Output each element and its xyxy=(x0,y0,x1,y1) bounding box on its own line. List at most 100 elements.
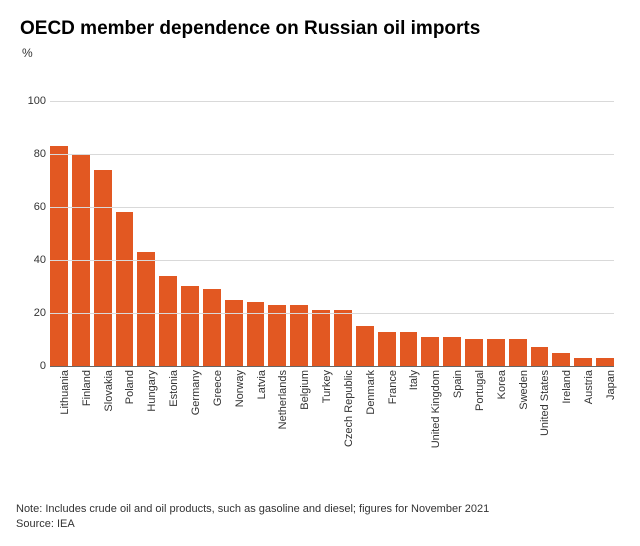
x-axis-labels: Lithuania Finland Slovakia Poland HungaryEst… xyxy=(50,368,614,444)
x-tick-label: Austria xyxy=(583,370,595,404)
x-tick-label: Belgium xyxy=(299,370,311,410)
bar-slot xyxy=(137,74,155,366)
x-label-slot: Hungary xyxy=(137,368,155,444)
x-label-slot: Spain xyxy=(443,368,461,444)
x-tick-label: Korea xyxy=(496,370,508,399)
x-tick-label: Greece xyxy=(212,370,224,406)
x-tick-label: Italy xyxy=(408,370,420,390)
x-label-slot: Lithuania xyxy=(50,368,68,444)
bar xyxy=(378,332,396,367)
bar xyxy=(312,310,330,366)
footer-note: Note: Includes crude oil and oil product… xyxy=(16,502,489,517)
x-tick-label: Lithuania xyxy=(59,370,71,415)
bar-slot xyxy=(181,74,199,366)
x-tick-label: Norway xyxy=(234,370,246,407)
x-label-slot: Sweden xyxy=(509,368,527,444)
x-label-slot: United States xyxy=(531,368,549,444)
chart-area: 020406080100 Lithuania Finland Slovakia Pol… xyxy=(20,64,620,444)
x-tick-label: Spain xyxy=(452,370,464,398)
x-tick-label: Czech Republic xyxy=(343,370,355,447)
x-tick-label: Poland xyxy=(124,370,136,404)
x-label-slot: Belgium xyxy=(290,368,308,444)
y-tick-label: 80 xyxy=(20,148,46,160)
x-label-slot: Portugal xyxy=(465,368,483,444)
bar-slot xyxy=(247,74,265,366)
gridline xyxy=(50,154,614,155)
x-label-slot: Latvia xyxy=(247,368,265,444)
bar xyxy=(509,339,527,366)
bar xyxy=(421,337,439,366)
bar-slot xyxy=(290,74,308,366)
x-label-slot: Ireland xyxy=(552,368,570,444)
bars-container xyxy=(50,74,614,366)
x-tick-label: Finland xyxy=(81,370,93,406)
x-label-slot: Germany xyxy=(181,368,199,444)
y-axis-unit: % xyxy=(22,46,620,60)
x-tick-label: Germany xyxy=(190,370,202,415)
footer-source: Source: IEA xyxy=(16,517,489,532)
bar xyxy=(596,358,614,366)
bar xyxy=(50,146,68,366)
plot-area: 020406080100 xyxy=(50,74,614,366)
bar-slot xyxy=(203,74,221,366)
x-label-slot: Poland xyxy=(116,368,134,444)
bar xyxy=(443,337,461,366)
gridline xyxy=(50,101,614,102)
bar-slot xyxy=(94,74,112,366)
x-label-slot: United Kingdom xyxy=(421,368,439,444)
x-tick-label: Portugal xyxy=(474,370,486,411)
x-label-slot: Finland xyxy=(72,368,90,444)
bar xyxy=(247,302,265,366)
bar-slot xyxy=(531,74,549,366)
bar-slot xyxy=(159,74,177,366)
bar xyxy=(181,286,199,366)
x-label-slot: Denmark xyxy=(356,368,374,444)
footer-notes: Note: Includes crude oil and oil product… xyxy=(16,502,489,532)
x-tick-label: United Kingdom xyxy=(430,370,442,448)
bar-slot xyxy=(356,74,374,366)
bar-slot xyxy=(268,74,286,366)
bar xyxy=(290,305,308,366)
x-label-slot: Turkey xyxy=(312,368,330,444)
y-tick-label: 20 xyxy=(20,307,46,319)
x-tick-label: Denmark xyxy=(365,370,377,415)
bar xyxy=(487,339,505,366)
x-tick-label: United States xyxy=(539,370,551,436)
bar-slot xyxy=(509,74,527,366)
x-label-slot: Norway xyxy=(225,368,243,444)
x-tick-label: Sweden xyxy=(518,370,530,410)
x-tick-label: Ireland xyxy=(561,370,573,404)
bar xyxy=(94,170,112,366)
chart-page: OECD member dependence on Russian oil im… xyxy=(0,0,640,546)
bar xyxy=(400,332,418,367)
bar xyxy=(268,305,286,366)
x-tick-label: Turkey xyxy=(321,370,333,403)
x-label-slot: Slovakia xyxy=(94,368,112,444)
bar-slot xyxy=(50,74,68,366)
bar xyxy=(116,212,134,366)
bar xyxy=(465,339,483,366)
bar xyxy=(159,276,177,366)
bar xyxy=(574,358,592,366)
bar-slot xyxy=(400,74,418,366)
x-label-slot: Italy xyxy=(400,368,418,444)
bar xyxy=(552,353,570,366)
bar xyxy=(531,347,549,366)
x-tick-label: France xyxy=(387,370,399,404)
x-tick-label: Hungary xyxy=(146,370,158,412)
x-label-slot: Estonia xyxy=(159,368,177,444)
bar xyxy=(225,300,243,366)
y-tick-label: 60 xyxy=(20,201,46,213)
bar-slot xyxy=(465,74,483,366)
x-tick-label: Japan xyxy=(605,370,617,400)
gridline xyxy=(50,260,614,261)
x-label-slot: Korea xyxy=(487,368,505,444)
bar-slot xyxy=(552,74,570,366)
gridline xyxy=(50,207,614,208)
x-label-slot: Netherlands xyxy=(268,368,286,444)
x-tick-label: Slovakia xyxy=(103,370,115,412)
gridline xyxy=(50,366,614,367)
bar-slot xyxy=(378,74,396,366)
x-label-slot: Greece xyxy=(203,368,221,444)
bar-slot xyxy=(225,74,243,366)
